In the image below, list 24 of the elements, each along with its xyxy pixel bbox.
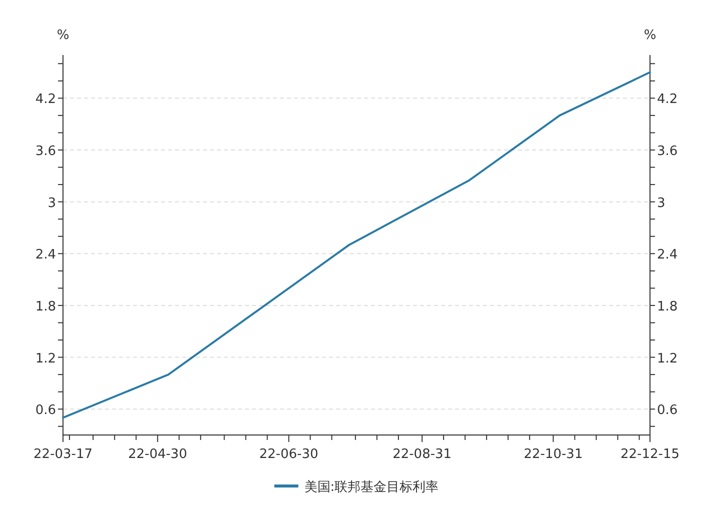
- x-tick-label: 22-06-30: [259, 447, 318, 462]
- y-tick-label: 4.2: [35, 92, 56, 108]
- y2-axis-title: %: [644, 28, 656, 43]
- x-tick-label: 22-12-15: [620, 447, 680, 462]
- y-tick-label: 1.2: [35, 351, 56, 366]
- y-tick-label: 3.6: [35, 144, 56, 159]
- y-tick-label: 2.4: [35, 248, 56, 263]
- y2-tick-label: 3.6: [657, 144, 678, 159]
- y2-tick-label: 3: [657, 196, 666, 211]
- x-tick-label: 22-10-31: [524, 447, 583, 462]
- y2-tick-label: 1.2: [657, 351, 678, 366]
- y-tick-label: 0.6: [35, 403, 56, 418]
- x-tick-label: 22-04-30: [128, 447, 188, 462]
- y2-tick-label: 2.4: [657, 248, 678, 263]
- line-series: [62, 71, 651, 419]
- y-axis-title: %: [56, 28, 70, 43]
- x-tick-label: 22-08-31: [392, 447, 452, 462]
- y2-tick-label: 0.6: [657, 403, 678, 418]
- y-tick-label: 3: [48, 196, 56, 211]
- y-tick-label: 1.8: [35, 299, 56, 314]
- y2-tick-label: 4.2: [657, 92, 678, 108]
- y2-tick-label: 1.8: [657, 299, 678, 314]
- legend-label: 美国:联邦基金目标利率: [304, 479, 439, 495]
- x-tick-label: 22-03-17: [33, 447, 93, 462]
